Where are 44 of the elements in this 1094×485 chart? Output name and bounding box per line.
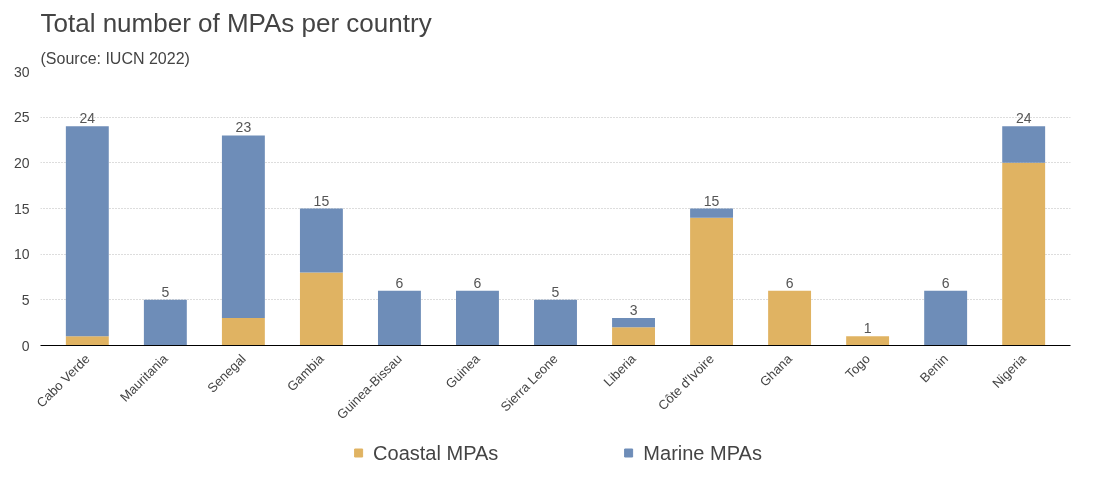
y-tick-label: 10 [13,246,30,263]
bar [1002,162,1046,346]
y-tick-label: 20 [13,154,30,171]
y-tick-label: 30 [13,63,30,80]
total-label: 5 [161,283,170,300]
y-tick-label: 0 [21,337,30,354]
bar [1002,126,1046,163]
total-label: 15 [703,192,720,209]
bar [299,208,343,273]
bar [299,272,343,346]
bar [768,290,812,346]
chart-subtitle: (Source: IUCN 2022) [40,49,190,67]
y-tick-label: 25 [13,109,30,126]
bar [612,327,655,346]
legend-label: Marine MPAs [643,441,762,464]
y-tick-label: 5 [21,291,30,308]
total-label: 23 [235,119,252,136]
chart-title: Total number of MPAs per country [40,7,432,38]
bar [65,126,109,337]
legend-label: Coastal MPAs [373,441,499,464]
x-tick-label: Togo [842,351,873,382]
y-tick-label: 15 [13,200,30,217]
bar [377,290,421,346]
total-label: 3 [629,302,638,319]
bar [612,318,655,328]
total-label: 24 [1015,110,1032,127]
bar [221,135,265,319]
bar [456,290,499,346]
bar [690,208,734,218]
total-label: 6 [941,274,950,291]
bar [924,290,968,346]
bar [534,299,577,346]
total-label: 5 [551,283,560,300]
bar [690,217,734,346]
total-label: 6 [785,274,794,291]
total-label: 6 [395,274,404,291]
total-label: 24 [79,110,96,127]
bar [143,299,187,346]
total-label: 1 [863,320,872,337]
total-label: 15 [313,192,330,209]
bar [65,336,109,346]
total-label: 6 [473,274,482,291]
bar [846,336,890,346]
bar [221,318,265,346]
